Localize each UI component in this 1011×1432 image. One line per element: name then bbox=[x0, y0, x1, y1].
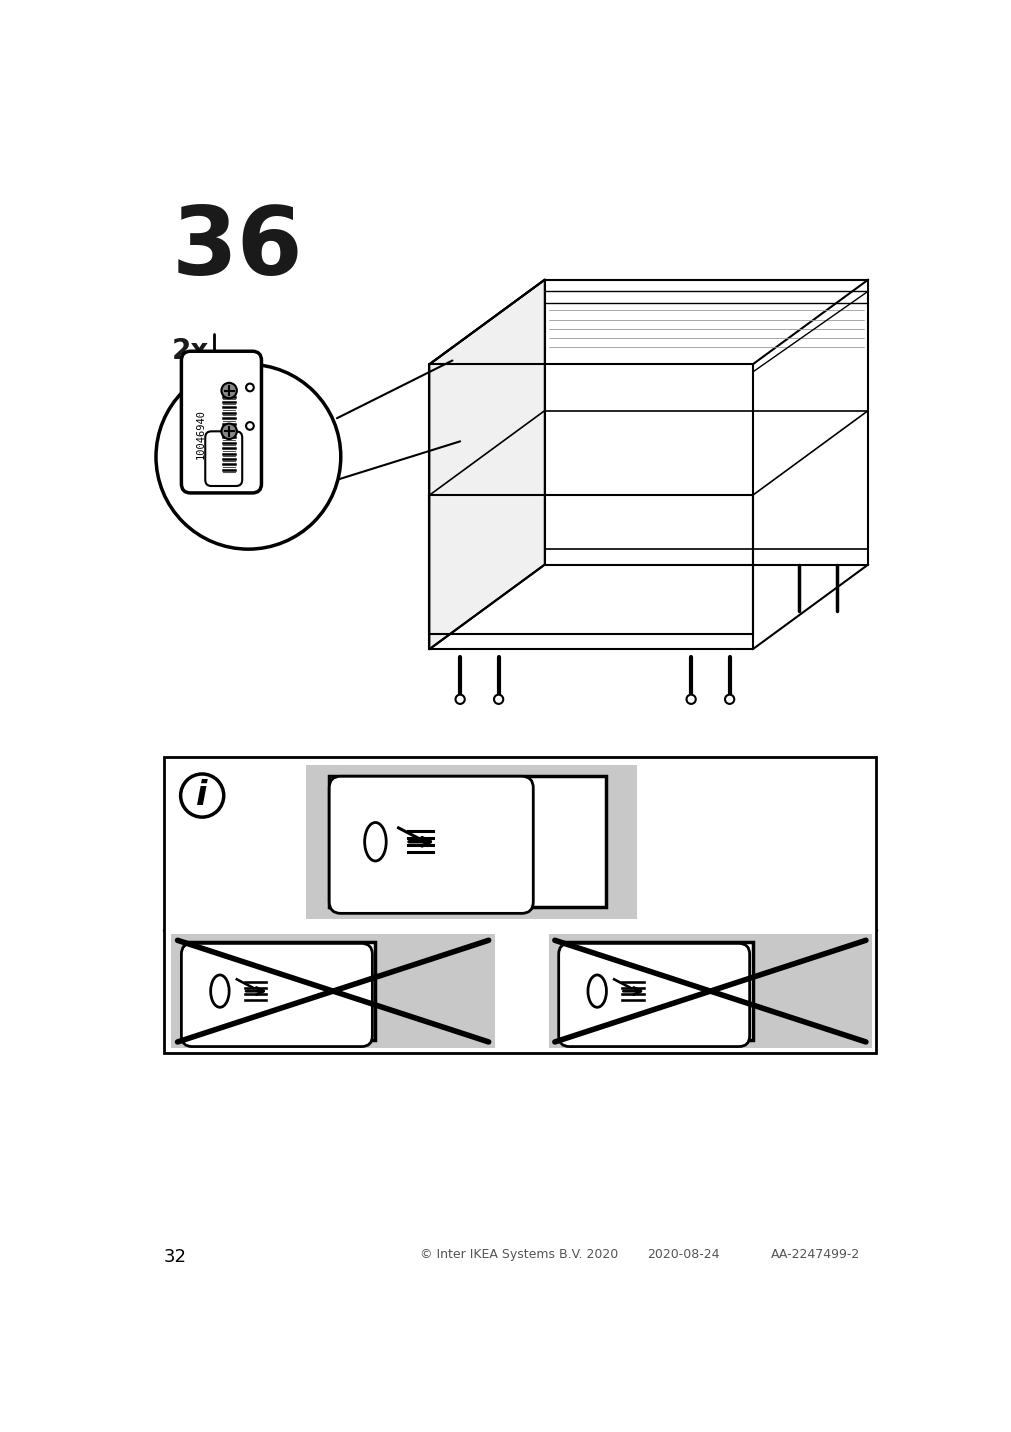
Circle shape bbox=[156, 364, 341, 548]
FancyBboxPatch shape bbox=[329, 776, 533, 914]
Bar bbox=[171, 934, 494, 1048]
Circle shape bbox=[246, 384, 254, 391]
Text: © Inter IKEA Systems B.V. 2020: © Inter IKEA Systems B.V. 2020 bbox=[420, 1249, 617, 1262]
Circle shape bbox=[221, 382, 237, 398]
Bar bbox=[305, 765, 637, 919]
Ellipse shape bbox=[210, 975, 228, 1007]
Text: 2x: 2x bbox=[171, 338, 208, 365]
Ellipse shape bbox=[364, 822, 386, 861]
Circle shape bbox=[685, 695, 696, 705]
Bar bbox=[184, 942, 375, 1041]
Bar bbox=[548, 934, 871, 1048]
Bar bbox=[561, 942, 752, 1041]
FancyBboxPatch shape bbox=[558, 944, 749, 1047]
FancyBboxPatch shape bbox=[181, 944, 372, 1047]
Circle shape bbox=[493, 695, 502, 705]
FancyBboxPatch shape bbox=[205, 431, 242, 485]
Polygon shape bbox=[429, 279, 544, 649]
Circle shape bbox=[221, 424, 237, 440]
Text: i: i bbox=[196, 779, 207, 812]
Bar bbox=[164, 758, 876, 1054]
Text: 2020-08-24: 2020-08-24 bbox=[647, 1249, 719, 1262]
FancyBboxPatch shape bbox=[181, 351, 261, 493]
Bar bbox=[329, 776, 606, 908]
Circle shape bbox=[180, 773, 223, 818]
Text: 36: 36 bbox=[171, 203, 302, 295]
Ellipse shape bbox=[587, 975, 606, 1007]
Text: 32: 32 bbox=[164, 1249, 186, 1266]
Circle shape bbox=[724, 695, 734, 705]
Circle shape bbox=[455, 695, 464, 705]
Text: 10046940: 10046940 bbox=[196, 408, 206, 458]
Text: AA-2247499-2: AA-2247499-2 bbox=[770, 1249, 859, 1262]
Circle shape bbox=[246, 422, 254, 430]
